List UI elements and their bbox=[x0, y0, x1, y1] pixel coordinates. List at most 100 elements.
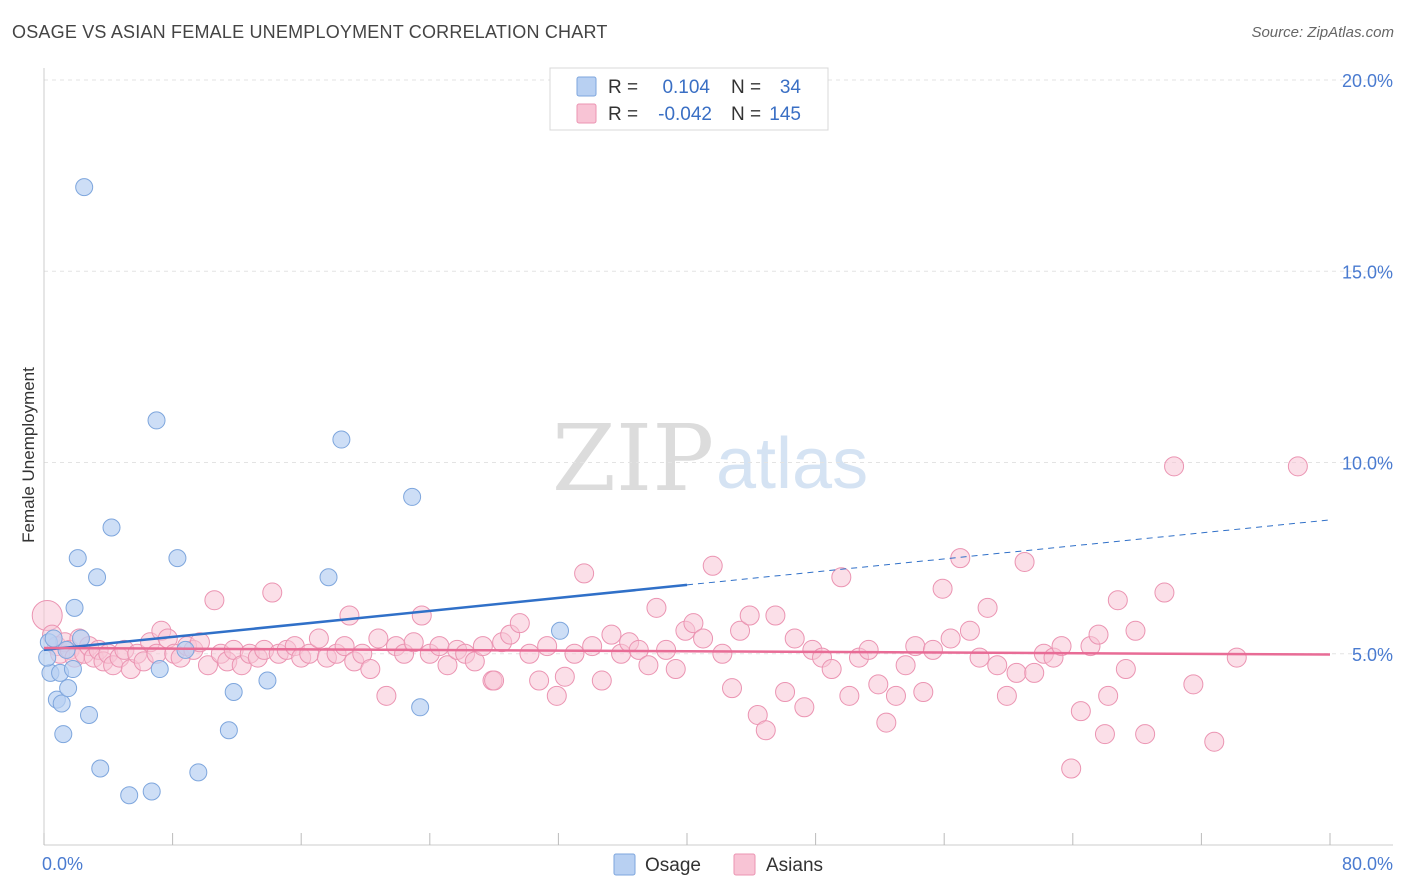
asians-point bbox=[1051, 636, 1072, 657]
osage-point bbox=[63, 660, 82, 679]
asians-point bbox=[546, 685, 567, 706]
asians-point bbox=[189, 632, 210, 653]
asians-point bbox=[1024, 662, 1045, 683]
watermark-zip: ZIP bbox=[552, 405, 714, 512]
bottom-legend-swatch-osage bbox=[613, 853, 636, 876]
watermark-atlas: atlas bbox=[716, 424, 868, 504]
legend-r-value-asians: -0.042 bbox=[658, 104, 712, 125]
osage-trend-line bbox=[43, 583, 688, 652]
asians-point bbox=[197, 655, 218, 676]
legend-swatch-asians bbox=[576, 103, 597, 124]
asians-point bbox=[868, 674, 889, 695]
asians-point bbox=[702, 555, 723, 576]
osage-point bbox=[120, 786, 139, 805]
legend-r-label-asians: R = bbox=[608, 104, 638, 125]
asians-point bbox=[959, 620, 980, 641]
legend-swatch-osage bbox=[576, 76, 597, 97]
osage-point bbox=[551, 621, 570, 640]
asians-point bbox=[1204, 731, 1225, 752]
osage-point bbox=[52, 694, 71, 713]
axes bbox=[43, 68, 1393, 846]
asians-point bbox=[1183, 674, 1204, 695]
asians-point bbox=[755, 720, 776, 741]
asians-point bbox=[360, 659, 381, 680]
asians-trend-line bbox=[43, 646, 1331, 656]
asians-point bbox=[765, 605, 786, 626]
asians-point bbox=[437, 655, 458, 676]
asians-point bbox=[376, 685, 397, 706]
source-label: Source: ZipAtlas.com bbox=[1251, 24, 1394, 41]
y-axis-label: Female Unemployment bbox=[19, 367, 38, 543]
x-tick-label-min: 0.0% bbox=[42, 854, 83, 874]
bottom-legend-label-asians: Asians bbox=[766, 855, 823, 876]
series-legend: Osage Asians bbox=[613, 853, 823, 876]
asians-point bbox=[1226, 647, 1247, 668]
asians-point bbox=[794, 697, 815, 718]
asians-point bbox=[1115, 659, 1136, 680]
asians-point bbox=[591, 670, 612, 691]
correlation-legend: R = 0.104 N = 34 R = -0.042 N = 145 bbox=[549, 67, 829, 131]
asians-point bbox=[411, 605, 432, 626]
asians-point bbox=[693, 628, 714, 649]
tick-labels: 5.0% 10.0% 15.0% 20.0% 0.0% 80.0% bbox=[42, 71, 1393, 874]
asians-point bbox=[858, 639, 879, 660]
asians-point bbox=[509, 613, 530, 634]
osage-point bbox=[38, 648, 57, 667]
bottom-legend-swatch-asians bbox=[733, 853, 756, 876]
asians-point bbox=[484, 670, 505, 691]
asians-point bbox=[308, 628, 329, 649]
asians-point bbox=[969, 647, 990, 668]
asians-point bbox=[932, 578, 953, 599]
bottom-legend-label-osage: Osage bbox=[645, 855, 701, 876]
asians-point bbox=[554, 666, 575, 687]
asians-point bbox=[876, 712, 897, 733]
asians-point bbox=[831, 567, 852, 588]
legend-n-value-osage: 34 bbox=[780, 77, 802, 98]
asians-point bbox=[739, 605, 760, 626]
asians-point bbox=[775, 682, 796, 702]
asians-point bbox=[537, 636, 558, 657]
legend-r-label-osage: R = bbox=[608, 77, 638, 98]
osage-point bbox=[258, 671, 277, 690]
asians-point bbox=[839, 685, 860, 706]
asians-point bbox=[722, 678, 743, 699]
osage-point bbox=[219, 721, 238, 740]
asians-point bbox=[1070, 701, 1091, 722]
asians-point bbox=[1094, 724, 1115, 745]
asians-point bbox=[885, 685, 906, 706]
asians-point bbox=[339, 605, 360, 626]
asians-point bbox=[1088, 624, 1109, 645]
chart-title: OSAGE VS ASIAN FEMALE UNEMPLOYMENT CORRE… bbox=[12, 22, 608, 42]
y-tick-label-0: 5.0% bbox=[1352, 645, 1393, 665]
osage-point bbox=[102, 518, 121, 537]
x-tick-label-max: 80.0% bbox=[1342, 854, 1393, 874]
osage-point bbox=[54, 725, 73, 744]
asians-point bbox=[1107, 590, 1128, 611]
asians-point bbox=[582, 636, 603, 657]
osage-point bbox=[68, 549, 87, 568]
legend-r-value-osage: 0.104 bbox=[662, 77, 710, 98]
asians-point bbox=[730, 620, 751, 641]
asians-point bbox=[1098, 685, 1119, 706]
osage-trend-extension bbox=[686, 519, 1331, 586]
osage-point bbox=[57, 640, 76, 659]
legend-n-label-osage: N = bbox=[731, 77, 761, 98]
osage-point bbox=[59, 679, 78, 698]
osage-point bbox=[319, 568, 338, 587]
asians-point bbox=[368, 628, 389, 649]
asians-point bbox=[821, 659, 842, 680]
osage-point bbox=[411, 698, 430, 717]
asians-point bbox=[996, 685, 1017, 706]
asians-point bbox=[1014, 551, 1035, 572]
asians-point bbox=[895, 655, 916, 676]
legend-n-value-asians: 145 bbox=[769, 104, 801, 125]
osage-point bbox=[189, 763, 208, 782]
osage-points bbox=[38, 178, 570, 805]
asians-point bbox=[1061, 758, 1082, 779]
asians-point bbox=[529, 670, 550, 691]
asians-point bbox=[262, 582, 283, 603]
asians-point bbox=[601, 624, 622, 645]
asians-point bbox=[564, 643, 585, 664]
osage-point bbox=[403, 487, 422, 506]
